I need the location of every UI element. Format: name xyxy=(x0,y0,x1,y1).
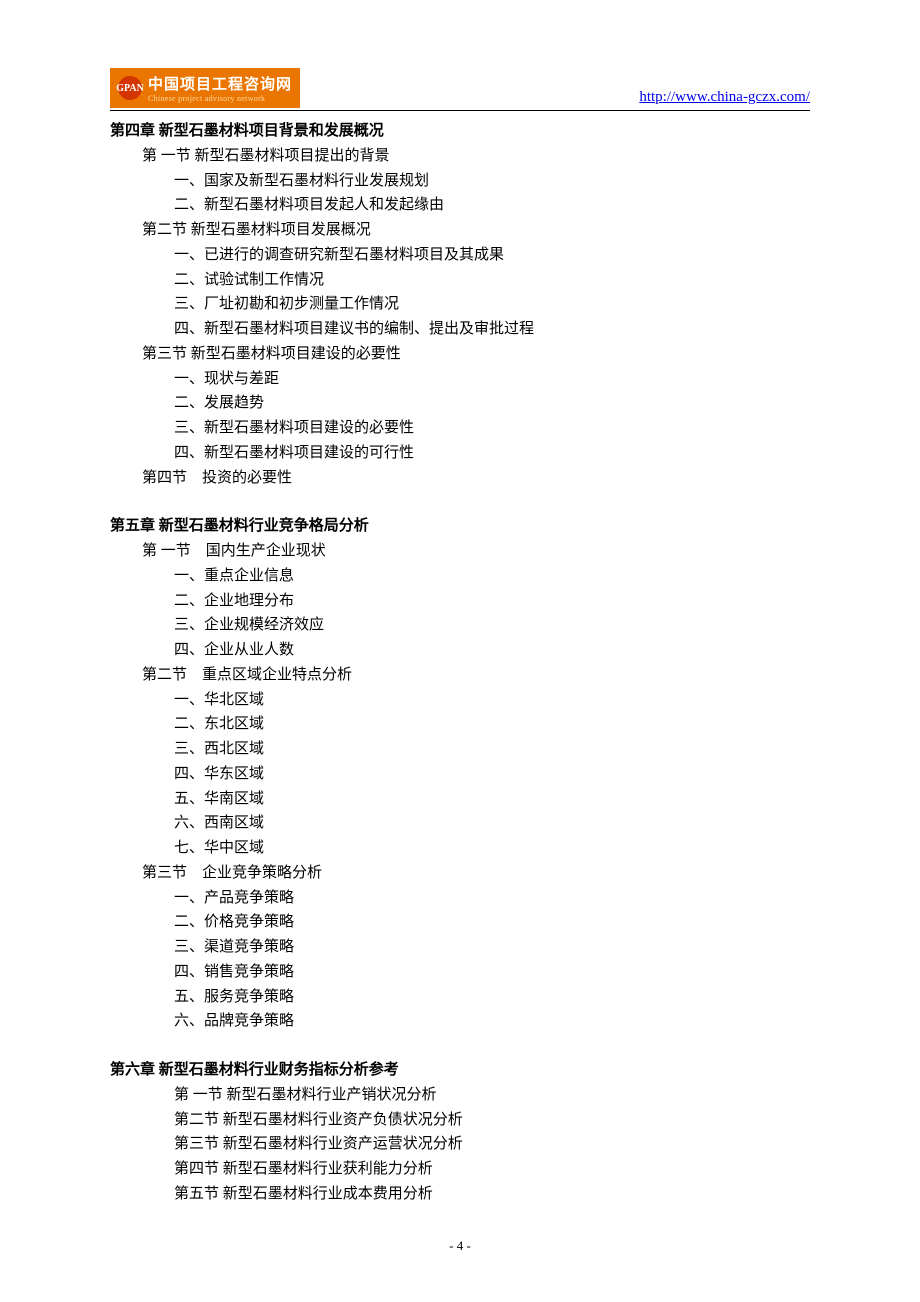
chapter-6: 第六章 新型石墨材料行业财务指标分析参考 第 一节 新型石墨材料行业产销状况分析… xyxy=(110,1058,810,1207)
ch4-sec1-item2: 二、新型石墨材料项目发起人和发起缘由 xyxy=(110,193,810,218)
ch4-sec2-item2: 二、试验试制工作情况 xyxy=(110,268,810,293)
ch4-sec4-title: 第四节 投资的必要性 xyxy=(110,466,810,491)
chapter-4: 第四章 新型石墨材料项目背景和发展概况 第 一节 新型石墨材料项目提出的背景 一… xyxy=(110,119,810,490)
ch5-sec1-item4: 四、企业从业人数 xyxy=(110,638,810,663)
ch5-sec2-item5: 五、华南区域 xyxy=(110,787,810,812)
ch5-sec3-item1: 一、产品竞争策略 xyxy=(110,886,810,911)
document-content: 第四章 新型石墨材料项目背景和发展概况 第 一节 新型石墨材料项目提出的背景 一… xyxy=(110,119,810,1207)
site-logo: GPAN 中国项目工程咨询网 Chinese project advisory … xyxy=(110,68,300,108)
ch6-sec2-title: 第二节 新型石墨材料行业资产负债状况分析 xyxy=(110,1108,810,1133)
ch6-sec3-title: 第三节 新型石墨材料行业资产运营状况分析 xyxy=(110,1132,810,1157)
ch4-sec2-item4: 四、新型石墨材料项目建议书的编制、提出及审批过程 xyxy=(110,317,810,342)
ch5-sec1-item2: 二、企业地理分布 xyxy=(110,589,810,614)
ch5-sec2-item6: 六、西南区域 xyxy=(110,811,810,836)
ch5-sec1-title: 第 一节 国内生产企业现状 xyxy=(110,539,810,564)
header-url-link[interactable]: http://www.china-gczx.com/ xyxy=(639,89,810,108)
ch5-sec3-item6: 六、品牌竞争策略 xyxy=(110,1009,810,1034)
ch5-sec2-item7: 七、华中区域 xyxy=(110,836,810,861)
logo-text-cn: 中国项目工程咨询网 xyxy=(148,73,292,94)
ch4-sec2-title: 第二节 新型石墨材料项目发展概况 xyxy=(110,218,810,243)
ch5-sec3-item4: 四、销售竞争策略 xyxy=(110,960,810,985)
page-number: - 4 - xyxy=(0,1238,920,1254)
chapter-6-title: 第六章 新型石墨材料行业财务指标分析参考 xyxy=(110,1058,810,1083)
ch5-sec3-item2: 二、价格竞争策略 xyxy=(110,910,810,935)
chapter-5-title: 第五章 新型石墨材料行业竞争格局分析 xyxy=(110,514,810,539)
ch4-sec2-item1: 一、已进行的调查研究新型石墨材料项目及其成果 xyxy=(110,243,810,268)
ch4-sec3-item4: 四、新型石墨材料项目建设的可行性 xyxy=(110,441,810,466)
logo-badge-icon: GPAN xyxy=(118,76,142,100)
ch5-sec1-item1: 一、重点企业信息 xyxy=(110,564,810,589)
ch5-sec3-item3: 三、渠道竞争策略 xyxy=(110,935,810,960)
logo-text-en: Chinese project advisory network xyxy=(148,94,292,103)
logo-text-block: 中国项目工程咨询网 Chinese project advisory netwo… xyxy=(148,73,292,103)
chapter-4-title: 第四章 新型石墨材料项目背景和发展概况 xyxy=(110,119,810,144)
ch5-sec1-item3: 三、企业规模经济效应 xyxy=(110,613,810,638)
ch6-sec1-title: 第 一节 新型石墨材料行业产销状况分析 xyxy=(110,1083,810,1108)
ch4-sec1-title: 第 一节 新型石墨材料项目提出的背景 xyxy=(110,144,810,169)
ch6-sec5-title: 第五节 新型石墨材料行业成本费用分析 xyxy=(110,1182,810,1207)
ch5-sec2-title: 第二节 重点区域企业特点分析 xyxy=(110,663,810,688)
ch4-sec3-item3: 三、新型石墨材料项目建设的必要性 xyxy=(110,416,810,441)
ch5-sec2-item3: 三、西北区域 xyxy=(110,737,810,762)
ch4-sec1-item1: 一、国家及新型石墨材料行业发展规划 xyxy=(110,169,810,194)
ch6-sec4-title: 第四节 新型石墨材料行业获利能力分析 xyxy=(110,1157,810,1182)
chapter-5: 第五章 新型石墨材料行业竞争格局分析 第 一节 国内生产企业现状 一、重点企业信… xyxy=(110,514,810,1034)
ch4-sec3-item2: 二、发展趋势 xyxy=(110,391,810,416)
ch5-sec2-item2: 二、东北区域 xyxy=(110,712,810,737)
ch5-sec2-item4: 四、华东区域 xyxy=(110,762,810,787)
ch4-sec3-title: 第三节 新型石墨材料项目建设的必要性 xyxy=(110,342,810,367)
ch5-sec3-title: 第三节 企业竞争策略分析 xyxy=(110,861,810,886)
ch4-sec3-item1: 一、现状与差距 xyxy=(110,367,810,392)
page-header: GPAN 中国项目工程咨询网 Chinese project advisory … xyxy=(110,68,810,111)
ch5-sec2-item1: 一、华北区域 xyxy=(110,688,810,713)
ch4-sec2-item3: 三、厂址初勘和初步测量工作情况 xyxy=(110,292,810,317)
ch5-sec3-item5: 五、服务竞争策略 xyxy=(110,985,810,1010)
